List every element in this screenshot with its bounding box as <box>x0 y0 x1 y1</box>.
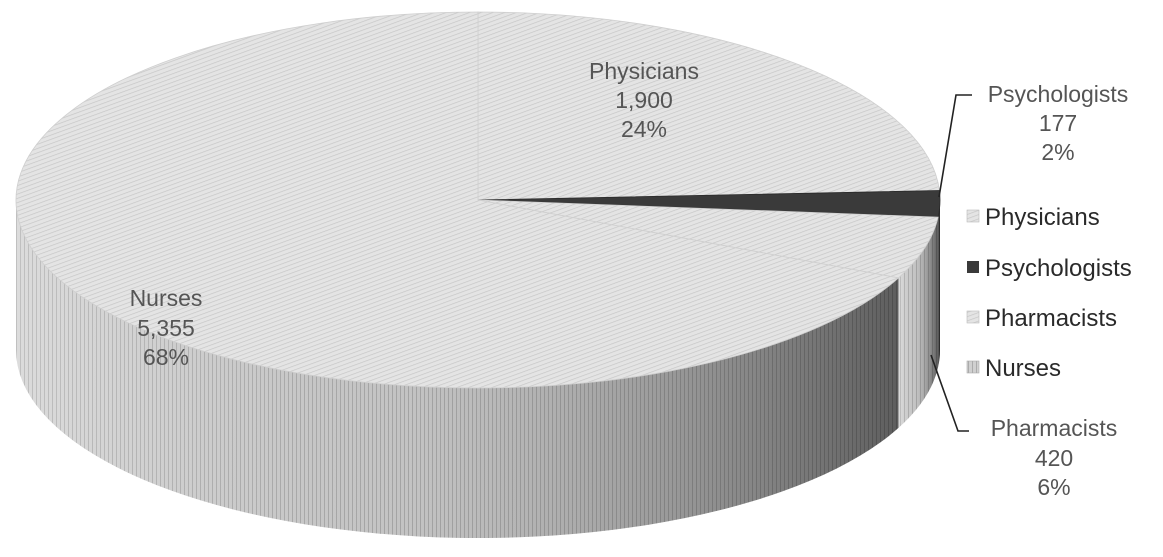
legend-label: Physicians <box>985 204 1100 231</box>
legend-swatch <box>966 209 980 223</box>
legend-item-pharmacists: Pharmacists <box>966 305 1117 332</box>
slice-name: Physicians <box>589 58 699 84</box>
data-label-pharmacists: Pharmacists 420 6% <box>991 415 1118 500</box>
pie-slice-nurses <box>15 11 900 389</box>
slice-name: Pharmacists <box>991 415 1118 441</box>
slice-value: 420 <box>1035 445 1073 471</box>
slice-value: 5,355 <box>137 315 195 341</box>
slice-value: 1,900 <box>615 87 673 113</box>
slice-percent: 24% <box>621 116 667 142</box>
legend-label: Nurses <box>985 355 1061 382</box>
leader-psychologists <box>938 94 972 198</box>
legend-item-nurses: Nurses <box>966 355 1061 382</box>
slice-name: Psychologists <box>988 81 1129 107</box>
legend-swatch <box>966 310 980 324</box>
leader-pharmacists <box>930 354 969 432</box>
slice-percent: 2% <box>1041 139 1074 165</box>
data-label-nurses: Nurses 5,355 68% <box>130 285 203 370</box>
pie-side-walls <box>16 200 941 538</box>
leader-lines <box>930 94 972 432</box>
legend-item-psychologists: Psychologists <box>967 255 1132 282</box>
legend-label: Pharmacists <box>985 305 1117 332</box>
data-label-physicians: Physicians 1,900 24% <box>589 58 699 142</box>
legend-swatch <box>967 261 979 273</box>
legend: Physicians Psychologists Pharmacists Nur… <box>966 204 1132 382</box>
pie-side-shade-psychologists <box>938 200 941 368</box>
pie-top-faces <box>15 11 941 389</box>
pie-side-shade-nurses <box>16 200 899 538</box>
slice-percent: 68% <box>143 344 189 370</box>
data-label-psychologists: Psychologists 177 2% <box>988 81 1129 165</box>
pie-slice-physicians <box>477 11 940 201</box>
slice-name: Nurses <box>130 285 203 311</box>
slice-percent: 6% <box>1037 474 1070 500</box>
legend-label: Psychologists <box>985 255 1132 282</box>
pie-side-shade-pharmacists <box>898 217 939 428</box>
legend-swatch <box>966 360 980 374</box>
legend-item-physicians: Physicians <box>966 204 1100 231</box>
slice-value: 177 <box>1039 110 1077 136</box>
pie-slice-pharmacists <box>477 199 939 279</box>
